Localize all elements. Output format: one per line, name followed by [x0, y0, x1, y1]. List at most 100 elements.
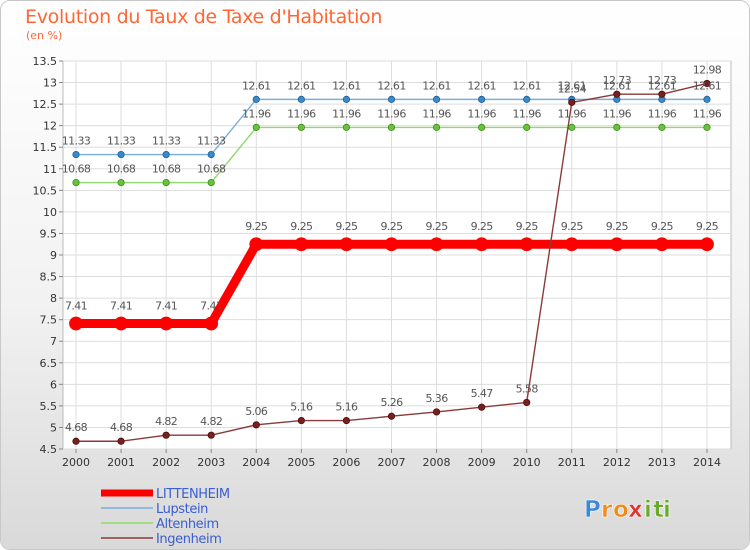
data-point-littenheim: [519, 237, 534, 252]
data-label-lupstein: 11.33: [107, 135, 136, 148]
x-tick-label: 2006: [332, 456, 360, 469]
data-point-lupstein: [342, 95, 351, 103]
data-label-ingenheim: 4.82: [155, 415, 177, 428]
logo-letter: o: [613, 497, 629, 523]
data-point-lupstein: [478, 95, 486, 103]
legend-label: LITTENHEIM: [156, 487, 230, 502]
data-label-altenheim: 11.96: [512, 107, 541, 120]
data-label-ingenheim: 12.98: [693, 63, 722, 76]
y-tick-label: 10: [43, 206, 57, 219]
data-point-ingenheim: [387, 412, 396, 420]
data-label-ingenheim: 5.58: [516, 382, 539, 395]
data-point-ingenheim: [342, 416, 351, 425]
data-point-lupstein: [703, 95, 711, 103]
legend-label: Ingenheim: [156, 532, 221, 547]
data-point-lupstein: [117, 150, 125, 159]
data-label-lupstein: 12.61: [242, 79, 271, 92]
data-point-ingenheim: [523, 398, 531, 407]
data-point-littenheim: [429, 237, 444, 252]
y-tick-label: 9: [50, 249, 57, 262]
y-tick-label: 4.5: [40, 443, 58, 456]
data-label-littenheim: 9.25: [245, 220, 268, 233]
data-label-lupstein: 11.33: [197, 135, 226, 148]
data-point-altenheim: [297, 123, 305, 131]
data-label-littenheim: 9.25: [290, 220, 313, 233]
data-label-littenheim: 9.25: [651, 220, 674, 233]
data-point-lupstein: [252, 95, 260, 103]
data-label-altenheim: 11.96: [603, 107, 632, 120]
data-point-littenheim: [655, 237, 669, 252]
data-label-littenheim: 9.25: [606, 220, 629, 233]
data-label-altenheim: 10.68: [197, 163, 226, 176]
data-label-littenheim: 9.25: [335, 220, 358, 233]
data-point-littenheim: [249, 237, 264, 252]
data-point-ingenheim: [207, 431, 215, 439]
data-point-ingenheim: [568, 98, 576, 106]
data-label-altenheim: 11.96: [422, 107, 451, 120]
x-tick-label: 2001: [107, 456, 135, 469]
data-point-ingenheim: [162, 431, 170, 439]
y-tick-label: 5.5: [40, 400, 58, 413]
data-point-ingenheim: [252, 421, 260, 429]
x-tick-label: 2009: [468, 456, 496, 469]
data-point-altenheim: [568, 123, 576, 131]
data-label-lupstein: 11.33: [152, 135, 181, 148]
data-point-lupstein: [207, 150, 215, 159]
data-label-lupstein: 12.61: [467, 79, 496, 92]
x-tick-label: 2010: [513, 456, 541, 469]
chart-subtitle: (en %): [26, 29, 63, 42]
chart-title: Evolution du Taux de Taxe d'Habitation: [25, 6, 383, 28]
data-point-lupstein: [387, 95, 396, 103]
data-label-lupstein: 12.61: [287, 79, 316, 92]
data-label-ingenheim: 5.16: [335, 401, 358, 414]
data-point-lupstein: [297, 95, 305, 103]
y-tick-label: 6: [50, 378, 57, 391]
data-label-lupstein: 12.61: [603, 79, 632, 92]
y-tick-label: 7.5: [40, 314, 58, 327]
data-label-altenheim: 11.96: [242, 107, 271, 120]
data-label-ingenheim: 4.68: [110, 421, 133, 434]
data-label-littenheim: 7.41: [155, 300, 177, 313]
data-label-lupstein: 12.61: [332, 79, 361, 92]
data-point-altenheim: [478, 123, 486, 131]
x-tick-label: 2005: [287, 456, 315, 469]
data-point-littenheim: [294, 237, 309, 252]
y-tick-label: 8.5: [40, 271, 58, 284]
data-label-altenheim: 11.96: [287, 107, 316, 120]
logo-letter: i: [644, 497, 652, 523]
data-point-lupstein: [523, 95, 531, 103]
data-point-altenheim: [72, 178, 80, 187]
data-label-ingenheim: 12.54: [558, 82, 587, 95]
data-point-altenheim: [207, 178, 215, 187]
data-label-littenheim: 9.25: [380, 220, 403, 233]
data-label-altenheim: 10.68: [62, 163, 91, 176]
data-label-ingenheim: 5.36: [426, 392, 449, 405]
data-label-altenheim: 11.96: [332, 107, 361, 120]
x-tick-label: 2011: [558, 456, 586, 469]
x-tick-label: 2012: [603, 456, 631, 469]
data-label-ingenheim: 12.73: [603, 74, 632, 87]
legend-label: Lupstein: [156, 502, 208, 517]
x-tick-label: 2007: [377, 456, 405, 469]
data-point-lupstein: [432, 95, 441, 103]
y-tick-label: 8: [50, 292, 57, 305]
data-point-ingenheim: [478, 403, 486, 411]
data-label-altenheim: 10.68: [107, 163, 136, 176]
data-label-lupstein: 12.61: [377, 79, 406, 92]
logo-letter: t: [653, 497, 664, 523]
data-label-altenheim: 10.68: [152, 163, 181, 176]
x-tick-label: 2004: [242, 456, 270, 469]
x-tick-label: 2002: [152, 456, 180, 469]
data-point-littenheim: [69, 316, 83, 331]
data-label-littenheim: 7.41: [65, 300, 87, 313]
data-point-ingenheim: [72, 437, 80, 445]
data-label-littenheim: 7.41: [200, 300, 222, 313]
data-point-altenheim: [613, 123, 621, 131]
data-label-lupstein: 12.61: [422, 79, 451, 92]
data-point-littenheim: [474, 237, 489, 252]
data-point-altenheim: [523, 123, 531, 131]
data-label-littenheim: 9.25: [516, 220, 539, 233]
y-tick-label: 13.5: [33, 55, 58, 68]
